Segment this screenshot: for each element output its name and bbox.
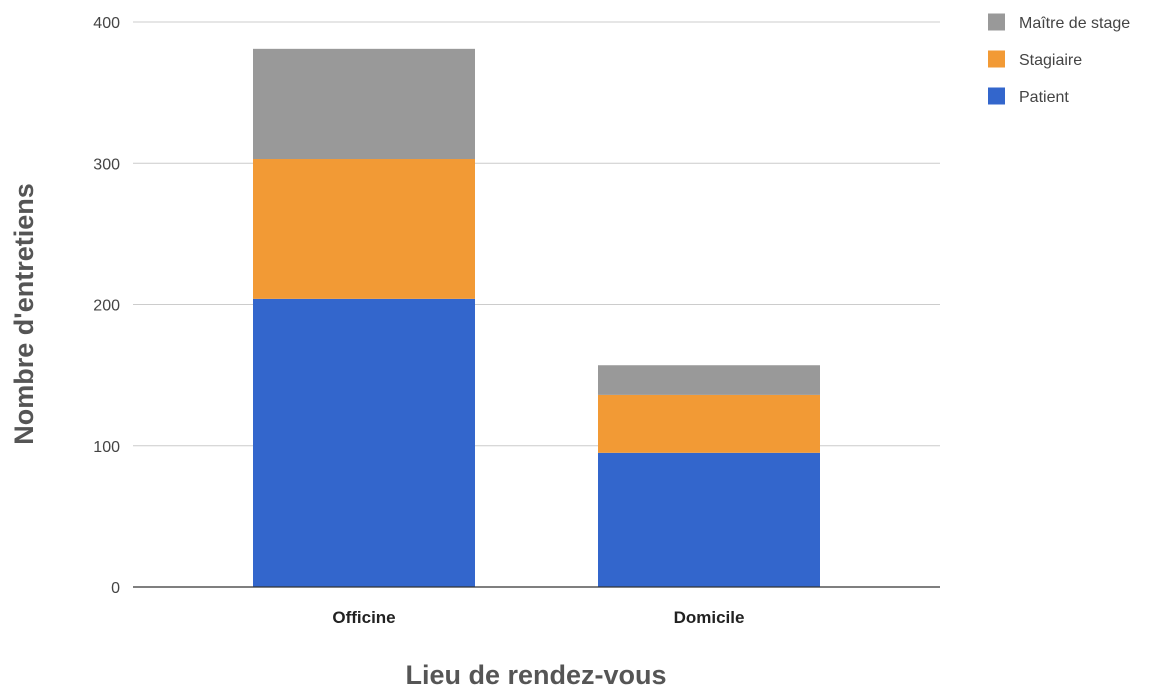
legend-label: Patient <box>1019 89 1069 106</box>
legend-label: Stagiaire <box>1019 52 1082 69</box>
bar-segment-officine-patient <box>253 298 475 587</box>
x-axis-title: Lieu de rendez-vous <box>405 660 666 690</box>
legend-swatch <box>988 13 1005 31</box>
legend: Maître de stage Stagiaire Patient <box>988 13 1130 106</box>
bar-segment-officine-maitre-de-stage <box>253 48 475 160</box>
bar-segment-domicile-maitre-de-stage <box>598 365 820 395</box>
bar-segment-domicile-patient <box>598 452 820 587</box>
y-tick-label: 200 <box>93 298 120 315</box>
legend-item: Maître de stage <box>988 13 1130 32</box>
y-tick-label: 100 <box>93 439 120 456</box>
legend-swatch <box>988 87 1005 105</box>
bar-segment-domicile-stagiaire <box>598 394 820 453</box>
legend-item: Patient <box>988 87 1069 106</box>
y-tick-label: 300 <box>93 156 120 173</box>
legend-label: Maître de stage <box>1019 15 1130 32</box>
bars <box>253 48 820 587</box>
legend-item: Stagiaire <box>988 50 1082 69</box>
legend-swatch <box>988 50 1005 68</box>
y-axis-ticks: 0 100 200 300 400 <box>93 15 120 597</box>
y-tick-label: 400 <box>93 15 120 32</box>
x-category-label: Domicile <box>674 608 745 627</box>
bar-segment-officine-stagiaire <box>253 159 475 299</box>
x-category-label: Officine <box>332 608 395 627</box>
x-axis-categories: Officine Domicile <box>332 608 744 627</box>
y-tick-label: 0 <box>111 580 120 597</box>
y-axis-title: Nombre d'entretiens <box>9 183 39 444</box>
